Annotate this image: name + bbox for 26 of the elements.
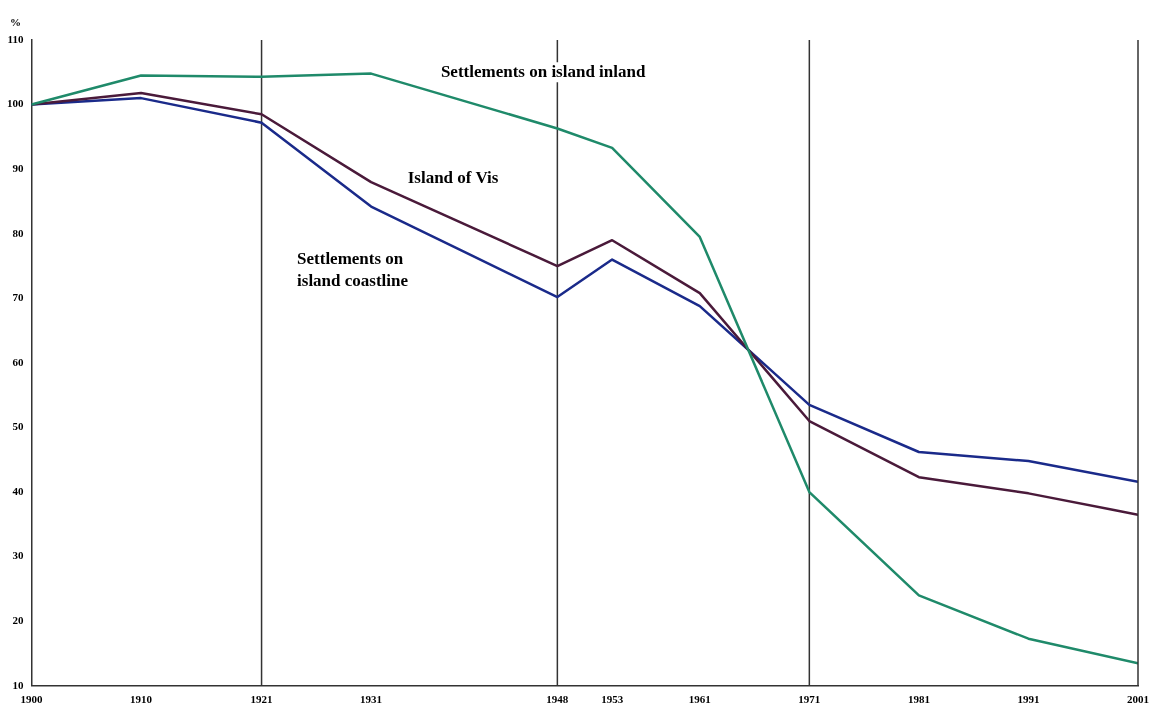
y-tick-label: 10 — [12, 678, 24, 691]
y-tick-label: 70 — [12, 291, 24, 304]
annotation: Settlements on island coastline — [297, 248, 409, 290]
x-tick-label: 1961 — [688, 693, 711, 706]
x-tick-label: 1991 — [1017, 693, 1040, 706]
y-tick-label: 20 — [12, 614, 24, 627]
y-tick-label: 90 — [12, 162, 24, 174]
y-axis-title: % — [10, 16, 21, 28]
x-tick-label: 1948 — [546, 693, 569, 706]
x-tick-label: 1931 — [360, 693, 383, 706]
x-tick-label: 1981 — [907, 693, 930, 706]
annotation: Island of Vis — [407, 168, 499, 188]
y-tick-label: 40 — [12, 484, 24, 497]
y-tick-label: 110 — [7, 32, 24, 45]
annotation: Settlements on island inland — [440, 61, 646, 81]
x-tick-label: 1953 — [601, 693, 624, 706]
x-tick-label: 1910 — [130, 693, 153, 706]
y-tick-label: 50 — [12, 420, 24, 433]
x-tick-label: 1921 — [250, 693, 273, 706]
x-tick-label: 2001 — [1127, 693, 1149, 706]
x-tick-label: 1900 — [20, 693, 43, 706]
y-tick-label: 60 — [12, 355, 24, 368]
y-tick-label: 80 — [12, 226, 24, 239]
y-tick-label: 30 — [12, 549, 24, 562]
x-tick-label: 1971 — [798, 693, 821, 706]
y-tick-label: 100 — [7, 97, 24, 110]
